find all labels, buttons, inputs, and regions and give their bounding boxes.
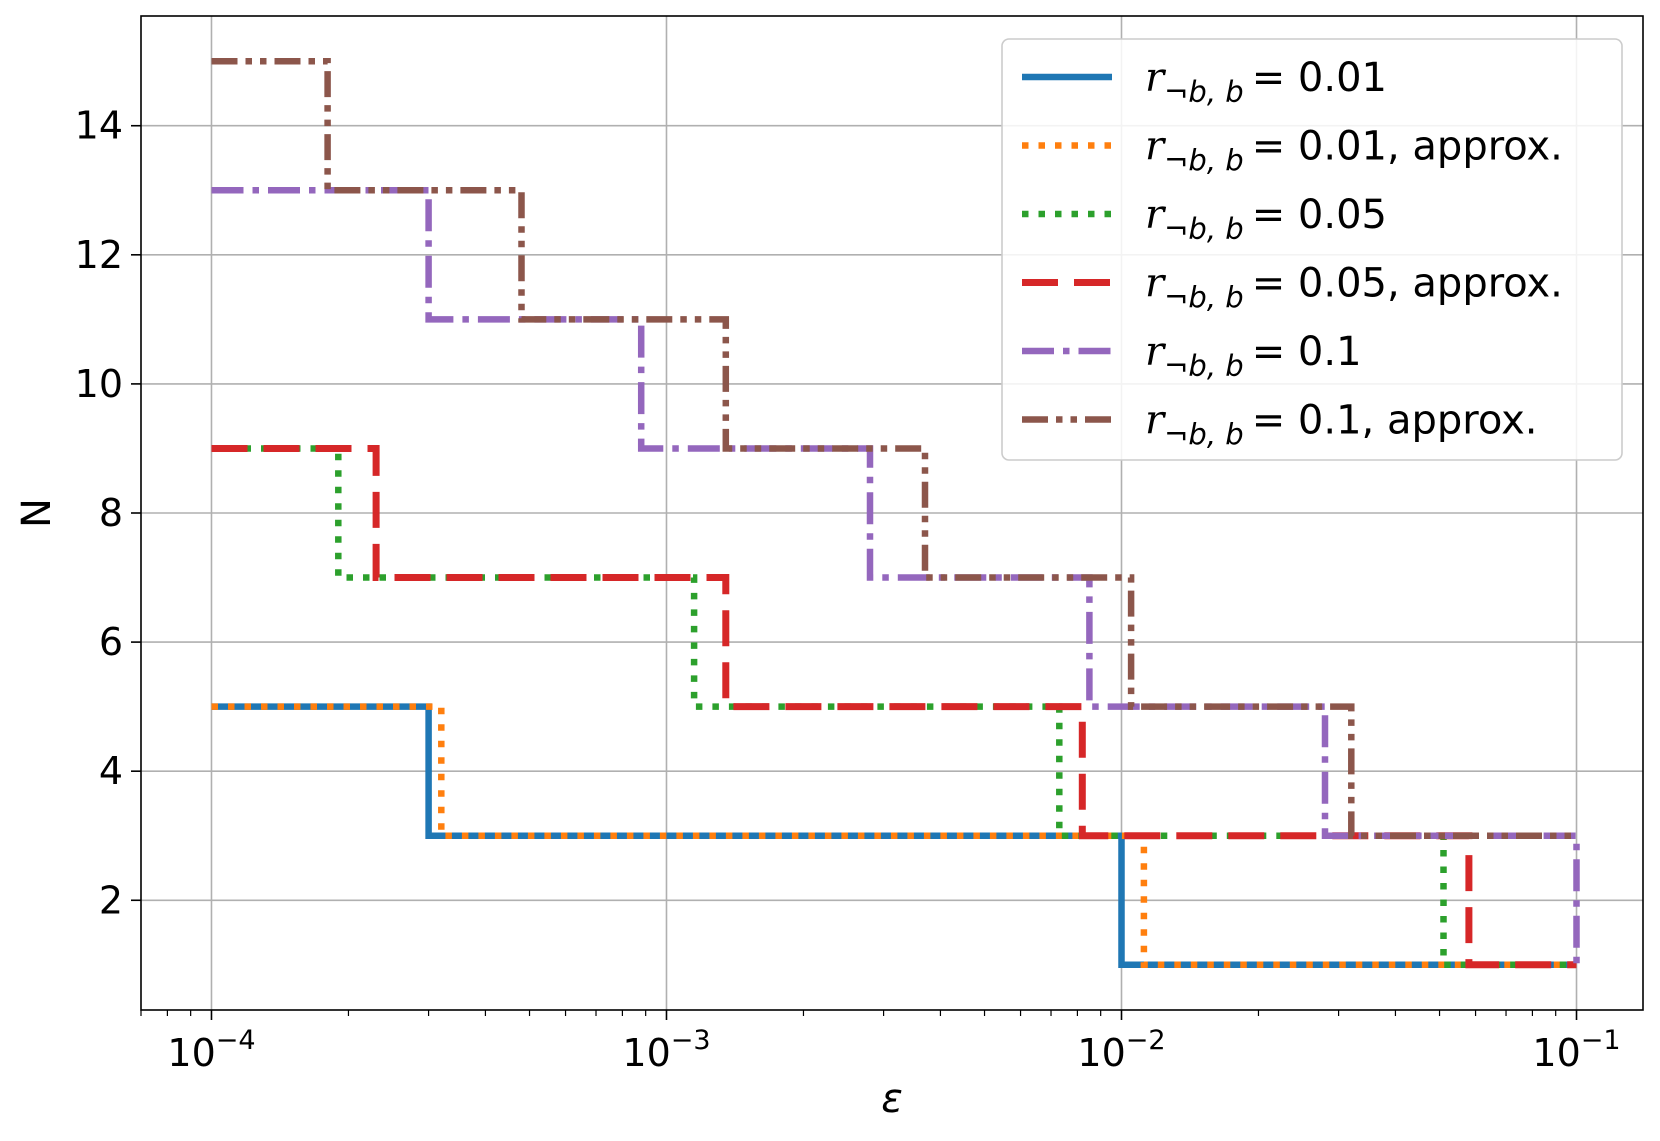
legend-label-3: r¬b, b = 0.05 xyxy=(1145,192,1387,246)
ticks: 10−4 10−3 10−2 10−1 2 4 6 8 10 12 14 xyxy=(75,104,1621,1075)
y-tick-label: 12 xyxy=(75,233,123,277)
legend-label-4: r¬b, b = 0.05, approx. xyxy=(1145,261,1563,315)
x-tick-label: 10−4 xyxy=(167,1025,255,1075)
series-line-5 xyxy=(211,187,1580,965)
y-tick-label: 6 xyxy=(99,620,123,664)
legend-box xyxy=(1001,38,1623,461)
legend-label-6: r¬b, b = 0.1, approx. xyxy=(1145,398,1537,452)
x-tick-label: 10−2 xyxy=(1077,1025,1165,1075)
x-tick-label: 10−1 xyxy=(1532,1025,1620,1075)
y-tick-label: 2 xyxy=(99,878,123,922)
series-line-6 xyxy=(211,57,1577,839)
x-tick-label: 10−3 xyxy=(622,1025,710,1075)
series-line-2 xyxy=(211,703,1577,969)
series-line-3 xyxy=(211,445,1577,969)
x-axis-label: ε xyxy=(881,1076,903,1122)
legend-label-1: r¬b, b = 0.01 xyxy=(1145,55,1387,109)
y-tick-label: 10 xyxy=(75,362,123,406)
y-axis-label: N xyxy=(14,498,60,528)
y-tick-label: 4 xyxy=(99,749,123,793)
legend-label-2: r¬b, b = 0.01, approx. xyxy=(1145,124,1563,178)
legend: r¬b, b = 0.01 r¬b, b = 0.01, approx. r¬b, b =… xyxy=(1001,38,1623,461)
series-line-1 xyxy=(211,703,1577,969)
y-tick-label: 14 xyxy=(75,104,123,148)
series-line-4 xyxy=(211,445,1577,969)
y-tick-label: 8 xyxy=(99,491,123,535)
series-layer xyxy=(211,57,1580,969)
legend-label-5: r¬b, b = 0.1 xyxy=(1145,329,1362,383)
